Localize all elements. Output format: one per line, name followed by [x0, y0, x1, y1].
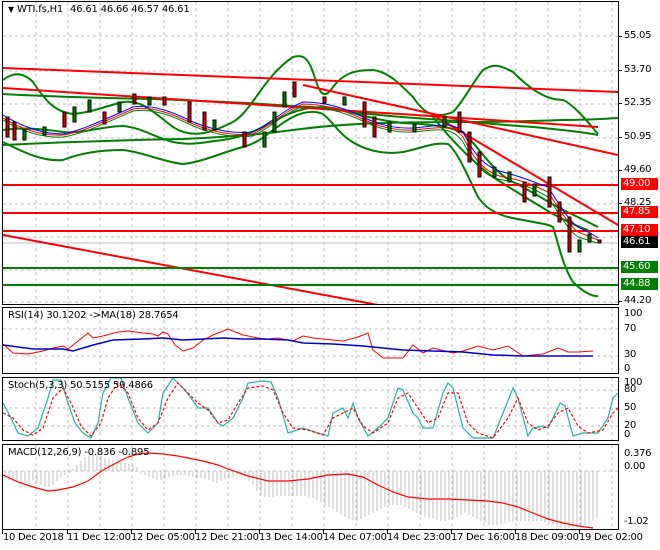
- price-grid: [3, 2, 618, 304]
- time-label: 12 Dec 21:00: [195, 532, 259, 543]
- stoch-signal-line: [3, 382, 618, 439]
- macd-title: MACD(12,26,9) -0.836 -0.895: [8, 447, 150, 458]
- time-label: 10 Dec 2018: [3, 532, 64, 543]
- stoch-label: 50: [624, 402, 637, 413]
- price-label: 53.70: [624, 64, 652, 75]
- stoch-label: 80: [624, 384, 637, 395]
- price-label: 49.60: [624, 164, 652, 175]
- price-axis[interactable]: 55.05 53.70 52.35 50.95 49.60 48.25 44.2…: [619, 0, 660, 306]
- macd-canvas: [3, 445, 618, 529]
- stoch-label: 100: [624, 377, 643, 388]
- rsi-label: 100: [624, 308, 643, 319]
- macd-label: 0.376: [624, 448, 652, 459]
- macd-label: -1.02: [624, 516, 649, 527]
- triangle-down-icon[interactable]: ▼: [8, 5, 14, 14]
- time-label: 14 Dec 07:00: [323, 532, 387, 543]
- rsi-ma-line: [3, 337, 593, 357]
- price-label: 50.95: [624, 131, 652, 142]
- candlesticks: [5, 81, 602, 253]
- price-chart-canvas: [3, 2, 618, 304]
- level-tag-45.60: 45.60: [621, 261, 658, 273]
- time-axis[interactable]: 10 Dec 2018 11 Dec 12:00 12 Dec 05:00 12…: [0, 530, 660, 550]
- level-tag-44.88: 44.88: [621, 278, 658, 290]
- rsi-canvas: [3, 308, 618, 373]
- time-label: 12 Dec 05:00: [131, 532, 195, 543]
- level-tag-47.85: 47.85: [621, 206, 658, 218]
- level-tag-47.10: 47.10: [621, 224, 658, 236]
- price-label: 52.35: [624, 97, 652, 108]
- symbol-label: WTI.fs,H1: [16, 4, 64, 15]
- stoch-label: 0: [624, 429, 631, 440]
- trendline-lower: [3, 234, 379, 304]
- price-label: 44.20: [624, 295, 652, 306]
- stochastic-pane[interactable]: Stoch(5,3,3) 50.5155 59.4866: [2, 377, 619, 441]
- stochastic-title: Stoch(5,3,3) 50.5155 59.4866: [8, 380, 153, 391]
- macd-axis: 0.376 0.00 -1.02: [619, 444, 660, 530]
- bollinger-bands: [3, 55, 618, 298]
- stochastic-axis: 100 80 50 20 0: [619, 377, 660, 441]
- price-chart-pane[interactable]: ▼ WTI.fs,H1 46.61 46.66 46.57 46.61: [2, 1, 619, 305]
- support-lines: [3, 267, 618, 286]
- rsi-label: 0: [624, 363, 631, 374]
- rsi-label: 30: [624, 349, 637, 360]
- rsi-pane[interactable]: RSI(14) 30.1202 ->MA(18) 28.7654: [2, 307, 619, 374]
- time-label: 14 Dec 23:00: [387, 532, 451, 543]
- macd-label: 0.00: [624, 461, 646, 472]
- stoch-label: 20: [624, 420, 637, 431]
- time-label: 11 Dec 12:00: [67, 532, 131, 543]
- rsi-label: 70: [624, 323, 637, 334]
- trendline-upper: [3, 67, 618, 93]
- price-label: 48.25: [624, 197, 652, 208]
- time-label: 17 Dec 16:00: [451, 532, 515, 543]
- rsi-title: RSI(14) 30.1202 ->MA(18) 28.7654: [8, 310, 179, 321]
- time-label: 19 Dec 02:00: [579, 532, 643, 543]
- macd-signal-line: [3, 452, 594, 529]
- last-price-tag: 46.61: [621, 236, 658, 248]
- stochastic-canvas: [3, 378, 618, 440]
- time-label: 13 Dec 14:00: [259, 532, 323, 543]
- rsi-line: [3, 328, 594, 359]
- time-label: 18 Dec 09:00: [515, 532, 579, 543]
- ohlc-values: 46.61 46.66 46.57 46.61: [70, 4, 190, 15]
- macd-histogram: [4, 454, 598, 528]
- rsi-axis: 100 70 30 0: [619, 307, 660, 374]
- price-chart-header: ▼ WTI.fs,H1 46.61 46.66 46.57 46.61: [8, 4, 190, 15]
- price-label: 55.05: [624, 30, 652, 41]
- level-tag-49.00: 49.00: [621, 178, 658, 190]
- macd-pane[interactable]: MACD(12,26,9) -0.836 -0.895: [2, 444, 619, 530]
